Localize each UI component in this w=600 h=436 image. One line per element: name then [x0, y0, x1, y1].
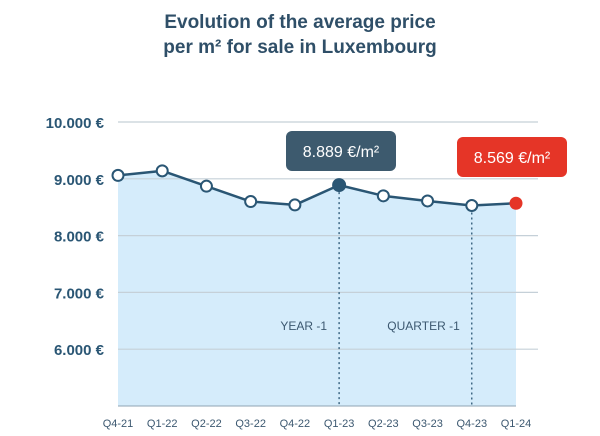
- marker-label: QUARTER -1: [387, 319, 460, 333]
- marker-label: YEAR -1: [280, 319, 327, 333]
- x-tick-label: Q2-22: [191, 418, 222, 430]
- callout-box-0: [286, 131, 396, 171]
- x-tick-label: Q4-22: [280, 418, 311, 430]
- data-point: [199, 179, 213, 193]
- data-point: [509, 196, 523, 210]
- x-tick-label: Q2-23: [368, 418, 399, 430]
- x-tick-label: Q4-21: [103, 418, 134, 430]
- data-point: [421, 194, 435, 208]
- callout-label: 8.889 €/m²: [303, 144, 380, 161]
- data-point: [155, 164, 169, 178]
- y-tick-label: 10.000 €: [46, 115, 105, 132]
- x-tick-label: Q3-23: [412, 418, 443, 430]
- chart-title-line1: Evolution of the average price: [164, 12, 436, 33]
- callout-label: 8.569 €/m²: [474, 150, 551, 167]
- y-tick-label: 9.000 €: [54, 172, 105, 189]
- data-point: [288, 198, 302, 212]
- data-point: [111, 168, 125, 182]
- y-tick-label: 6.000 €: [54, 342, 105, 359]
- data-point: [332, 178, 347, 193]
- callout-box-1: [457, 137, 567, 177]
- data-point: [465, 198, 479, 212]
- y-tick-label: 7.000 €: [54, 285, 105, 302]
- data-point: [244, 195, 258, 209]
- data-point: [376, 189, 390, 203]
- x-tick-label: Q1-22: [147, 418, 178, 430]
- chart-title-line2: per m² for sale in Luxembourg: [163, 37, 437, 58]
- y-tick-label: 8.000 €: [54, 229, 105, 246]
- chart-title: Evolution of the average price per m² fo…: [0, 10, 600, 60]
- x-tick-label: Q1-23: [324, 418, 355, 430]
- x-tick-label: Q3-22: [235, 418, 266, 430]
- area-fill: [118, 170, 516, 406]
- x-tick-label: Q4-23: [456, 418, 487, 430]
- series-line: [117, 169, 517, 207]
- x-tick-label: Q1-24: [501, 418, 532, 430]
